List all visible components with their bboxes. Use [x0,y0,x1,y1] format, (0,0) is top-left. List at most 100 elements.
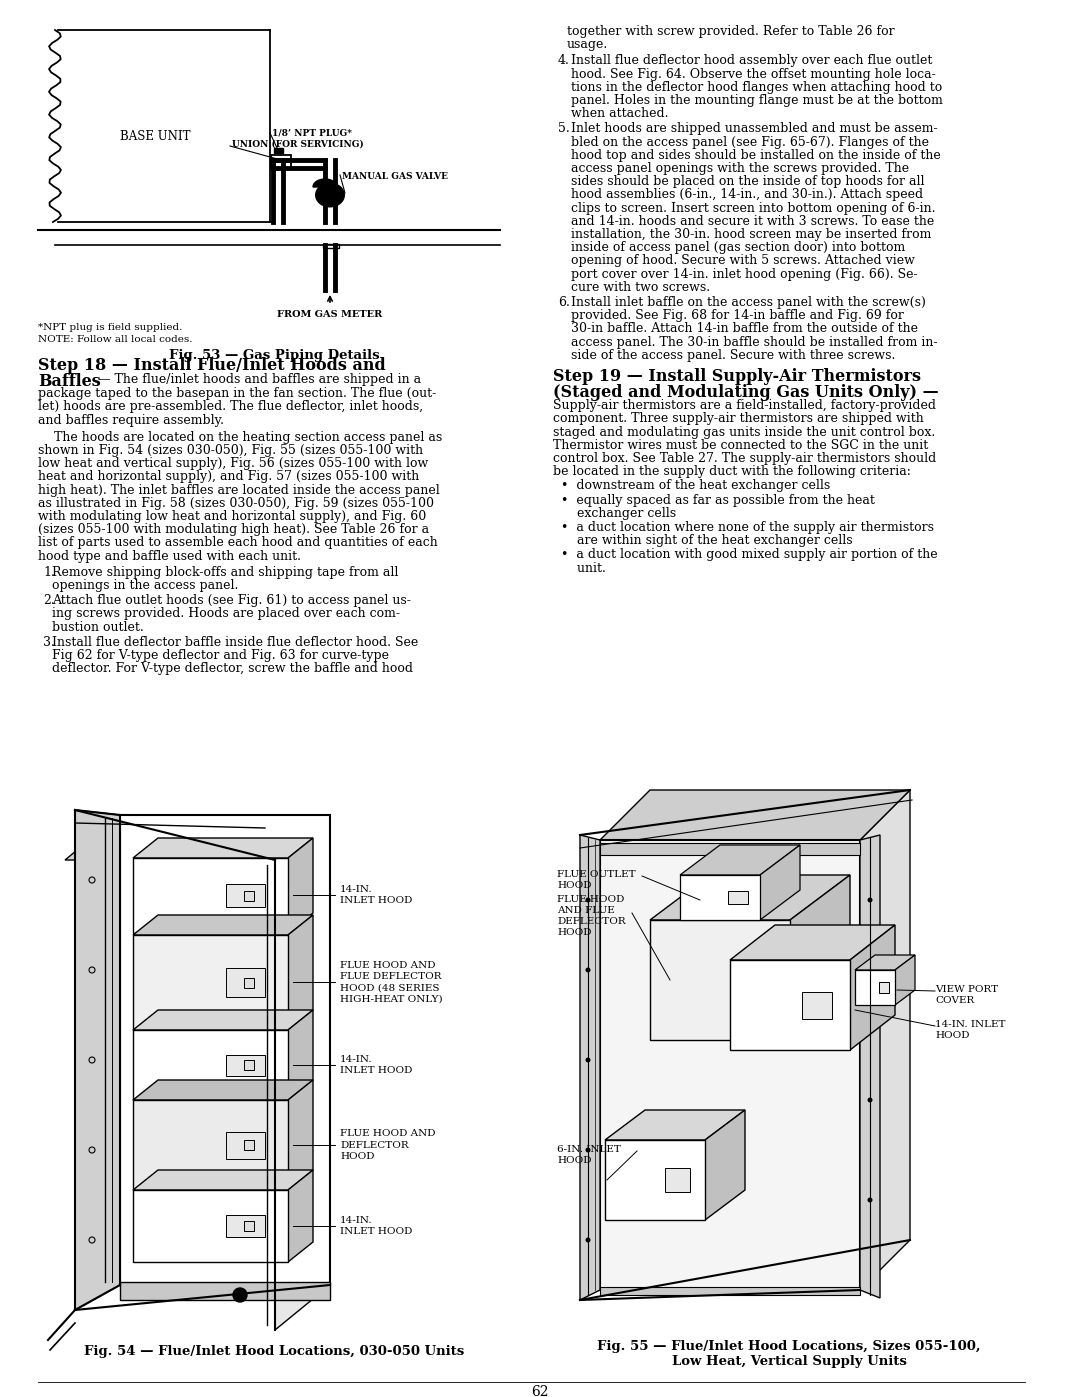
Polygon shape [855,970,895,1004]
Text: with modulating low heat and horizontal supply), and Fig. 60: with modulating low heat and horizontal … [38,510,427,522]
Circle shape [867,1197,873,1203]
Bar [734,963,769,997]
Text: clips to screen. Insert screen into bottom opening of 6-in.: clips to screen. Insert screen into bott… [571,201,935,215]
Text: VIEW PORT: VIEW PORT [935,985,998,995]
Polygon shape [860,789,910,1289]
Polygon shape [605,1111,745,1140]
Text: Install flue deflector hood assembly over each flue outlet: Install flue deflector hood assembly ove… [571,54,932,67]
Polygon shape [650,921,789,1039]
Text: opening of hood. Secure with 5 screws. Attached view: opening of hood. Secure with 5 screws. A… [571,254,915,267]
Text: bled on the access panel (see Fig. 65-67). Flanges of the: bled on the access panel (see Fig. 65-67… [571,136,929,148]
Polygon shape [133,838,313,858]
Bar [244,1140,254,1150]
Text: UNION (FOR SERVICING): UNION (FOR SERVICING) [232,140,364,149]
Text: Remove shipping block-offs and shipping tape from all: Remove shipping block-offs and shipping … [52,566,399,578]
Bar [226,1132,265,1158]
Text: together with screw provided. Refer to Table 26 for: together with screw provided. Refer to T… [567,25,894,38]
Text: and 14-in. hoods and secure it with 3 screws. To ease the: and 14-in. hoods and secure it with 3 sc… [571,215,934,228]
Text: 14-IN.
INLET HOOD: 14-IN. INLET HOOD [340,1055,413,1076]
Circle shape [867,1098,873,1102]
Text: (sizes 055-100 with modulating high heat). See Table 26 for a: (sizes 055-100 with modulating high heat… [38,524,429,536]
Polygon shape [133,1080,313,1099]
Polygon shape [288,838,313,933]
Polygon shape [288,915,313,1030]
Text: (Staged and Modulating Gas Units Only) —: (Staged and Modulating Gas Units Only) — [553,384,939,401]
Text: Low Heat, Vertical Supply Units: Low Heat, Vertical Supply Units [672,1355,906,1368]
Circle shape [585,968,591,972]
Circle shape [585,897,591,902]
Text: •  downstream of the heat exchanger cells: • downstream of the heat exchanger cells [561,479,831,492]
Polygon shape [760,845,800,921]
Text: as illustrated in Fig. 58 (sizes 030-050), Fig. 59 (sizes 055-100: as illustrated in Fig. 58 (sizes 030-050… [38,497,434,510]
Bar [879,982,889,993]
Polygon shape [580,835,600,1301]
Text: deflector. For V-type deflector, screw the baffle and hood: deflector. For V-type deflector, screw t… [52,662,413,675]
Text: bustion outlet.: bustion outlet. [52,620,144,634]
Text: sides should be placed on the inside of top hoods for all: sides should be placed on the inside of … [571,175,924,189]
Text: 2.: 2. [43,594,55,608]
Circle shape [585,1238,591,1242]
Text: panel. Holes in the mounting flange must be at the bottom: panel. Holes in the mounting flange must… [571,94,943,108]
Text: unit.: unit. [561,562,606,574]
Text: 14-IN.
INLET HOOD: 14-IN. INLET HOOD [340,884,413,905]
Text: hood type and baffle used with each unit.: hood type and baffle used with each unit… [38,549,301,563]
Bar [244,978,254,988]
Polygon shape [120,814,330,1285]
Text: BASE UNIT: BASE UNIT [120,130,190,142]
Text: Attach flue outlet hoods (see Fig. 61) to access panel us-: Attach flue outlet hoods (see Fig. 61) t… [52,594,410,608]
Text: access panel. The 30-in baffle should be installed from in-: access panel. The 30-in baffle should be… [571,335,937,349]
Text: Install inlet baffle on the access panel with the screw(s): Install inlet baffle on the access panel… [571,296,926,309]
Text: Fig. 53 — Gas Piping Details: Fig. 53 — Gas Piping Details [168,349,379,362]
Text: side of the access panel. Secure with three screws.: side of the access panel. Secure with th… [571,349,895,362]
Circle shape [585,1147,591,1153]
Polygon shape [680,845,800,875]
Polygon shape [600,840,860,1289]
Bar [226,884,265,907]
Text: tions in the deflector hood flanges when attaching hood to: tions in the deflector hood flanges when… [571,81,942,94]
Text: staged and modulating gas units inside the unit control box.: staged and modulating gas units inside t… [553,426,935,439]
Text: COVER: COVER [935,996,974,1004]
Text: Install flue deflector baffle inside flue deflector hood. See: Install flue deflector baffle inside flu… [52,636,418,648]
Text: HOOD: HOOD [557,882,592,890]
Text: hood. See Fig. 64. Observe the offset mounting hole loca-: hood. See Fig. 64. Observe the offset mo… [571,67,935,81]
Polygon shape [650,875,850,921]
Bar [120,1282,330,1301]
Text: •  a duct location where none of the supply air thermistors: • a duct location where none of the supp… [561,521,934,534]
Bar [244,890,254,901]
Polygon shape [75,810,120,1310]
Text: HOOD: HOOD [935,1031,970,1039]
Text: The hoods are located on the heating section access panel as: The hoods are located on the heating sec… [38,430,442,444]
Text: package taped to the basepan in the fan section. The flue (out-: package taped to the basepan in the fan … [38,387,436,400]
Text: ing screws provided. Hoods are placed over each com-: ing screws provided. Hoods are placed ov… [52,608,400,620]
Text: exchanger cells: exchanger cells [561,507,676,520]
Polygon shape [605,1140,705,1220]
Text: Fig. 54 — Flue/Inlet Hood Locations, 030-050 Units: Fig. 54 — Flue/Inlet Hood Locations, 030… [84,1345,464,1358]
Text: high heat). The inlet baffles are located inside the access panel: high heat). The inlet baffles are locate… [38,483,440,496]
Text: cure with two screws.: cure with two screws. [571,281,711,293]
Bar [244,1060,254,1070]
Polygon shape [860,835,880,1298]
Polygon shape [850,925,895,1051]
Text: list of parts used to assemble each hood and quantities of each: list of parts used to assemble each hood… [38,536,437,549]
Polygon shape [133,935,288,1030]
Text: Step 19 — Install Supply-Air Thermistors: Step 19 — Install Supply-Air Thermistors [553,367,921,386]
Polygon shape [313,179,337,187]
Bar [600,1287,860,1295]
Text: control box. See Table 27. The supply-air thermistors should: control box. See Table 27. The supply-ai… [553,453,936,465]
Text: provided. See Fig. 68 for 14-in baffle and Fig. 69 for: provided. See Fig. 68 for 14-in baffle a… [571,309,904,323]
Bar [271,155,291,168]
Text: FROM GAS METER: FROM GAS METER [278,310,382,319]
Polygon shape [855,956,915,970]
Text: 4.: 4. [558,54,570,67]
Text: NOTE: Follow all local codes.: NOTE: Follow all local codes. [38,335,192,344]
Text: Step 18 — Install Flue/Inlet Hoods and: Step 18 — Install Flue/Inlet Hoods and [38,358,386,374]
Polygon shape [133,1030,288,1099]
Circle shape [867,897,873,902]
Text: 5.: 5. [558,123,570,136]
Circle shape [867,997,873,1003]
Text: •  equally spaced as far as possible from the heat: • equally spaced as far as possible from… [561,493,875,507]
Text: access panel openings with the screws provided. The: access panel openings with the screws pr… [571,162,909,175]
Text: HOOD: HOOD [557,1155,592,1165]
Polygon shape [680,875,760,921]
Text: are within sight of the heat exchanger cells: are within sight of the heat exchanger c… [561,534,852,548]
